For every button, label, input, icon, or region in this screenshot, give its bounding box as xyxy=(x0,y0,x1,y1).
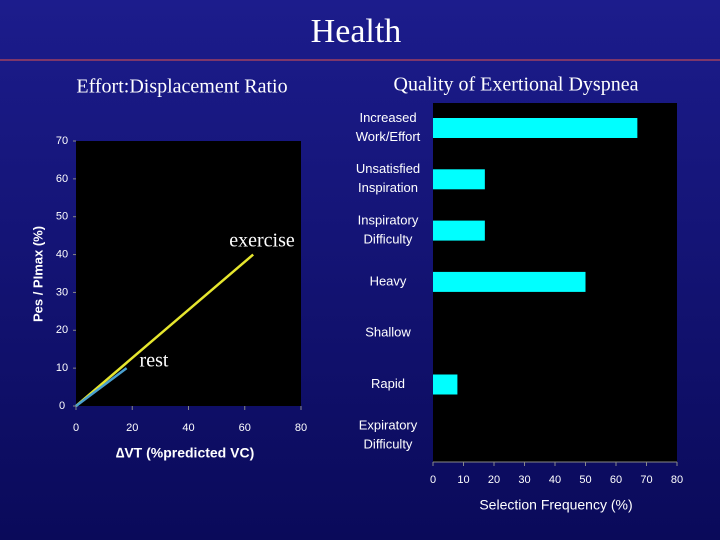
category-label: Difficulty xyxy=(364,437,413,452)
bar xyxy=(433,271,586,292)
y-tick-label: 0 xyxy=(59,400,65,412)
category-label: Increased xyxy=(359,110,416,125)
y-tick-label: 50 xyxy=(56,211,68,223)
y-tick-label: 20 xyxy=(56,324,68,336)
category-label: Inspiration xyxy=(358,180,418,195)
category-label: Rapid xyxy=(371,376,405,391)
data-line xyxy=(75,253,255,407)
bar xyxy=(433,169,485,190)
chart-title: Effort:Displacement Ratio xyxy=(76,76,287,98)
x-tick-label: 30 xyxy=(518,474,530,486)
category-label: Expiratory xyxy=(359,418,418,433)
x-tick-label: 10 xyxy=(457,474,469,486)
bar xyxy=(433,118,638,138)
x-tick-label: 20 xyxy=(126,422,138,434)
category-label: Unsatisfied xyxy=(356,161,420,176)
bar xyxy=(433,374,458,395)
x-tick-label: 40 xyxy=(182,422,194,434)
data-line xyxy=(75,367,128,408)
x-tick-label: 80 xyxy=(671,474,683,486)
chart-title: Quality of Exertional Dyspnea xyxy=(394,74,639,96)
y-tick-label: 60 xyxy=(56,173,68,185)
category-label: Shallow xyxy=(365,325,411,340)
x-tick-label: 80 xyxy=(295,422,307,434)
category-label: Heavy xyxy=(370,273,407,288)
x-axis-label: ∆VT (%predicted VC) xyxy=(116,445,254,461)
plot-area xyxy=(76,141,301,406)
x-tick-label: 0 xyxy=(73,422,79,434)
category-label: Work/Effort xyxy=(356,129,421,144)
category-label: Difficulty xyxy=(364,232,413,247)
x-tick-label: 0 xyxy=(430,474,436,486)
y-tick-label: 40 xyxy=(56,248,68,260)
x-tick-label: 60 xyxy=(610,474,622,486)
x-tick-label: 60 xyxy=(239,422,251,434)
bar xyxy=(433,220,485,241)
x-tick-label: 50 xyxy=(579,474,591,486)
y-tick-label: 10 xyxy=(56,362,68,374)
y-tick-label: 70 xyxy=(56,135,68,147)
y-tick-label: 30 xyxy=(56,286,68,298)
y-axis-label: Pes / PImax (%) xyxy=(30,226,45,322)
x-tick-label: 70 xyxy=(640,474,652,486)
annotation: rest xyxy=(140,350,169,372)
x-axis-label: Selection Frequency (%) xyxy=(479,497,632,513)
x-tick-label: 40 xyxy=(549,474,561,486)
category-label: Inspiratory xyxy=(358,213,419,228)
annotation: exercise xyxy=(229,230,295,252)
slide-title: Health xyxy=(311,13,402,50)
x-tick-label: 20 xyxy=(488,474,500,486)
